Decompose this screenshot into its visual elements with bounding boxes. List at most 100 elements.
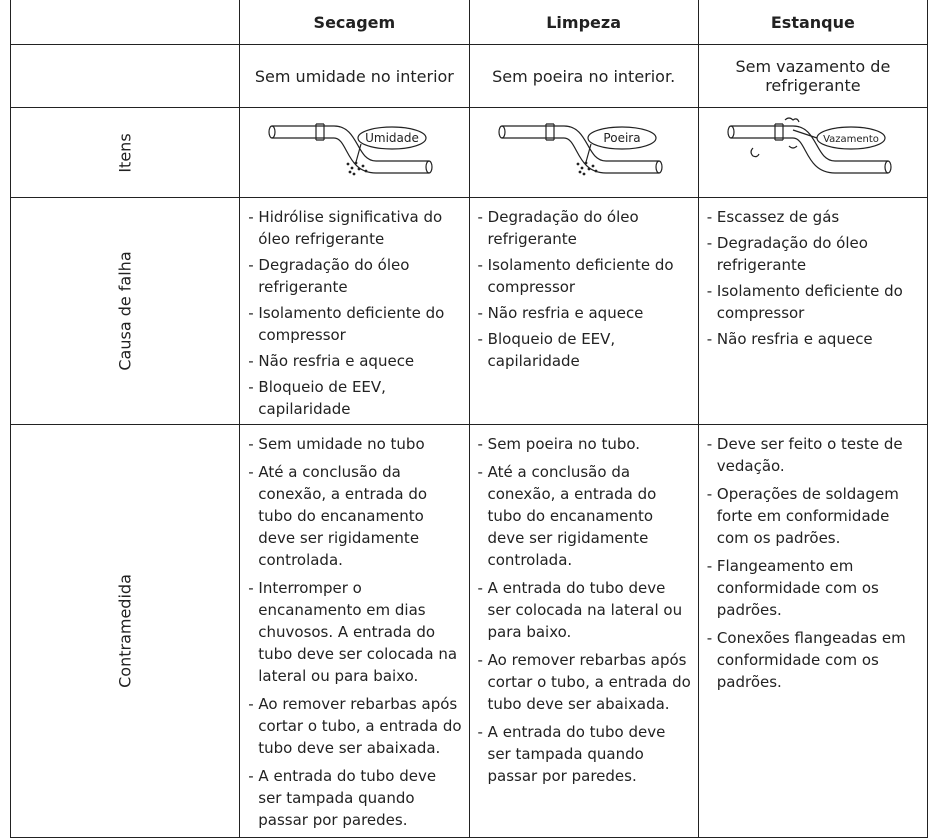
list-item: - Até a conclusão da conexão, a entrada … (477, 463, 657, 569)
particle (576, 162, 580, 165)
leak-puff (750, 116, 800, 157)
pipe (501, 122, 659, 174)
list-item: - A entrada do tubo deve ser tampada qua… (248, 767, 437, 829)
row-label: Causa de falha (115, 251, 135, 371)
row-header: Itens (9, 107, 241, 198)
pipe-end (727, 124, 735, 139)
item-list: - Deve ser feito o teste de vedação. - Op… (707, 433, 921, 693)
particle (361, 164, 365, 167)
countermeasure-row: Contramedida - Sem umidade no tubo - Até a… (9, 424, 929, 838)
image-cell: Umidade (239, 107, 470, 198)
list-item: - Hidrólise significativa do óleo refrig… (248, 208, 443, 248)
column-header: Secagem (239, 0, 470, 45)
list-item: - Isolamento deficiente do compressor (248, 304, 445, 344)
column-header: Estanque (697, 0, 929, 45)
list-item: - Não resfria e aquece (248, 352, 415, 370)
list-item: - Bloqueio de EEV, capilaridade (477, 330, 616, 370)
pipe-end (425, 159, 433, 174)
list-item: - Degradação do óleo refrigerante (706, 234, 868, 274)
pipe (272, 122, 430, 174)
callout-label: Poeira (603, 131, 640, 145)
list-cell: - Hidrólise significativa do óleo refrig… (239, 197, 470, 425)
callout-label: Vazamento (823, 134, 879, 145)
list-item: - A entrada do tubo deve ser tampada qua… (477, 723, 666, 785)
list-item: - Degradação do óleo refrigerante (477, 208, 639, 248)
particle (364, 169, 368, 172)
list-cell: - Degradação do óleo refrigerante - Isola… (468, 197, 699, 425)
particle (584, 161, 588, 164)
corner-cell (9, 44, 241, 108)
list-item: - Isolamento deficiente do compressor (477, 256, 674, 296)
particle (346, 162, 350, 165)
particle (352, 172, 356, 175)
table: Secagem Limpeza Estanque Sem umidade no int… (9, 0, 929, 838)
list-item: - Flangeamento em conformidade com os pa… (706, 557, 879, 619)
callout (816, 125, 886, 150)
pipe-end (884, 159, 892, 174)
callout-label: Umidade (365, 131, 419, 145)
list-item: - Ao remover rebarbas após cortar o tubo… (248, 695, 462, 757)
column-header: Limpeza (468, 0, 699, 45)
itens-row: Itens Umidade Poeira Vazamento (9, 107, 929, 198)
pipe-illustration: Poeira (498, 122, 663, 175)
list-item: - Não resfria e aquece (706, 330, 873, 348)
pipe (730, 122, 888, 174)
particle (354, 161, 358, 164)
pipe-end (655, 159, 663, 174)
list-cell: - Sem poeira no tubo. - Até a conclusão d… (468, 424, 699, 838)
pipe-illustration: Umidade (268, 122, 433, 175)
list-item: - A entrada do tubo deve ser colocada na… (477, 579, 683, 641)
list-item: - Interromper o encanamento em dias chuv… (248, 579, 458, 685)
list-item: - Degradação do óleo refrigerante (248, 256, 410, 296)
goal-cell: Sem vazamento de refrigerante (697, 44, 929, 108)
row-header: Contramedida (9, 424, 241, 838)
particle (582, 172, 586, 175)
list-cell: - Sem umidade no tubo - Até a conclusão d… (239, 424, 470, 838)
pipe-end (498, 124, 506, 139)
list-item: - Escassez de gás (706, 208, 840, 226)
list-item: - Isolamento deficiente do compressor (706, 282, 903, 322)
particle (594, 169, 598, 172)
list-item: - Não resfria e aquece (477, 304, 644, 322)
goal-cell: Sem poeira no interior. (468, 44, 699, 108)
list-item: - Ao remover rebarbas após cortar o tubo… (477, 651, 691, 713)
list-cell: - Escassez de gás - Degradação do óleo re… (697, 197, 929, 425)
header-row: Secagem Limpeza Estanque (9, 0, 929, 45)
list-item: - Sem poeira no tubo. (477, 435, 641, 453)
item-list: - Hidrólise significativa do óleo refrig… (248, 206, 462, 420)
item-list: - Sem umidade no tubo - Até a conclusão d… (248, 433, 462, 831)
list-item: - Bloqueio de EEV, capilaridade (248, 378, 386, 418)
list-item: - Conexões flangeadas em conformidade co… (706, 629, 906, 691)
callout (587, 125, 657, 150)
image-cell: Poeira (468, 107, 699, 198)
callout (357, 125, 427, 150)
particle (350, 166, 354, 169)
list-cell: - Deve ser feito o teste de vedação. - Op… (697, 424, 929, 838)
image-cell: Vazamento (697, 107, 929, 198)
list-item: - Operações de soldagem forte em conform… (706, 485, 899, 547)
list-item: - Até a conclusão da conexão, a entrada … (248, 463, 428, 569)
particle (357, 167, 361, 170)
row-label: Itens (115, 132, 135, 173)
list-item: - Deve ser feito o teste de vedação. (706, 435, 903, 475)
item-list: - Degradação do óleo refrigerante - Isola… (478, 206, 692, 372)
corner-cell (9, 0, 241, 45)
particle (348, 170, 352, 173)
goal-row: Sem umidade no interior Sem poeira no int… (9, 44, 929, 108)
goal-cell: Sem umidade no interior (239, 44, 470, 108)
table-body: Secagem Limpeza Estanque Sem umidade no int… (9, 0, 929, 838)
callout-pointer (355, 143, 362, 162)
row-label: Contramedida (115, 574, 135, 688)
pipe-end (268, 124, 276, 139)
item-list: - Sem poeira no tubo. - Até a conclusão d… (478, 433, 692, 787)
pipe-illustration: Vazamento (727, 116, 892, 174)
cause-row: Causa de falha - Hidrólise significativa … (9, 197, 929, 425)
particle (591, 164, 595, 167)
row-header: Causa de falha (9, 197, 241, 425)
item-list: - Escassez de gás - Degradação do óleo re… (707, 206, 921, 350)
callout-pointer (585, 143, 592, 162)
list-item: - Sem umidade no tubo (248, 435, 425, 453)
particle (578, 170, 582, 173)
